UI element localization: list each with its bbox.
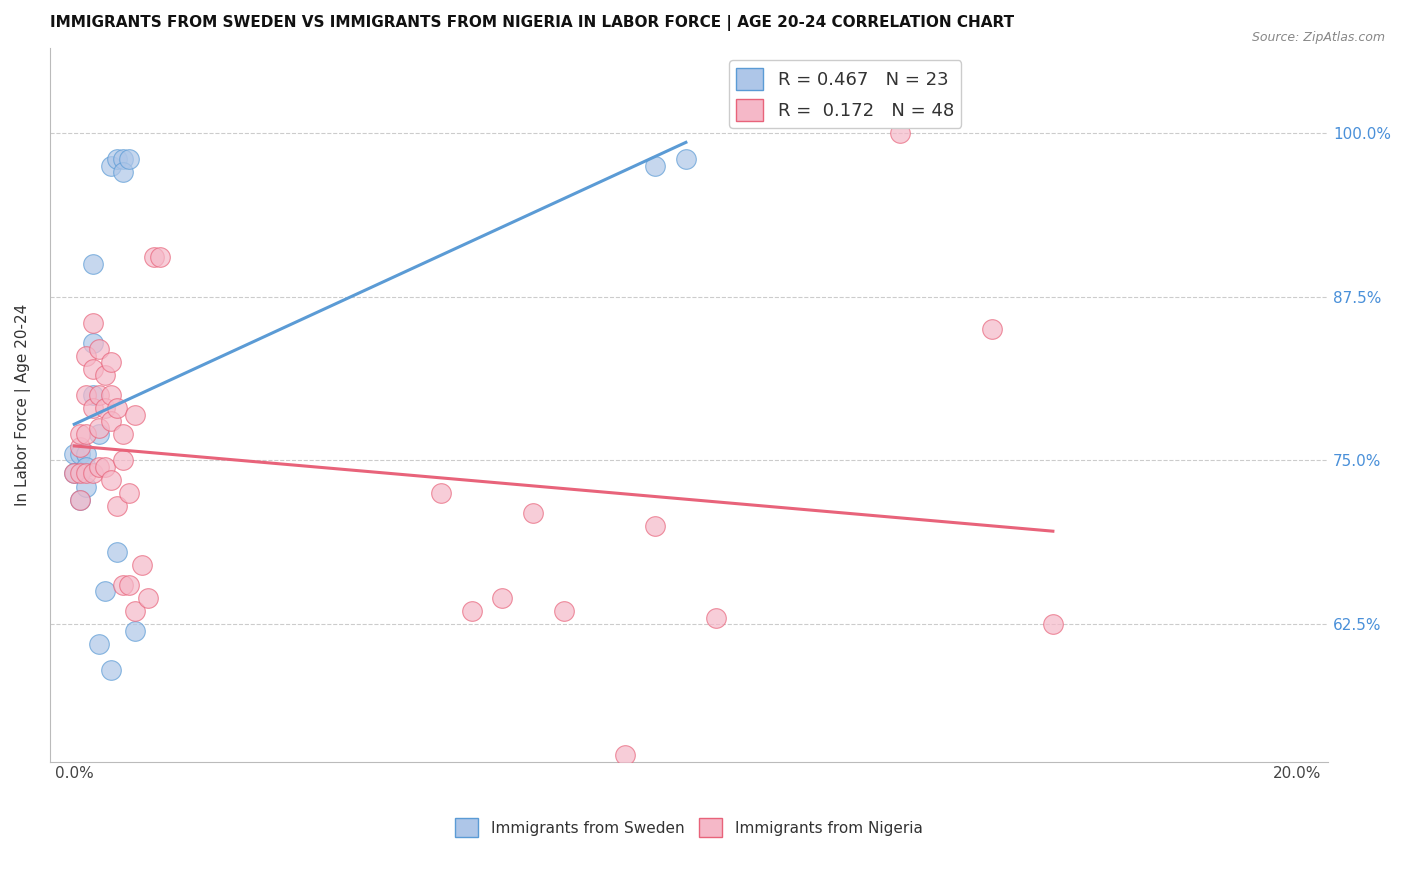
Point [430, 486, 453, 500]
Point [69, 492, 91, 507]
Point [87, 459, 110, 474]
Point [75, 349, 97, 363]
Point [82, 401, 104, 415]
Point [644, 519, 666, 533]
Point [100, 414, 122, 428]
Point [675, 152, 697, 166]
Point [100, 473, 122, 487]
Point [94, 584, 117, 599]
Point [69, 492, 91, 507]
Point [706, 610, 728, 624]
Point [149, 251, 172, 265]
Point [87, 388, 110, 402]
Point [69, 447, 91, 461]
Point [69, 467, 91, 481]
Point [491, 591, 513, 605]
Point [82, 361, 104, 376]
Point [63, 467, 86, 481]
Point [94, 459, 117, 474]
Point [94, 368, 117, 383]
Point [112, 453, 135, 467]
Point [87, 342, 110, 356]
Point [82, 335, 104, 350]
Point [87, 637, 110, 651]
Point [112, 578, 135, 592]
Point [131, 558, 153, 573]
Text: IMMIGRANTS FROM SWEDEN VS IMMIGRANTS FROM NIGERIA IN LABOR FORCE | AGE 20-24 COR: IMMIGRANTS FROM SWEDEN VS IMMIGRANTS FRO… [49, 15, 1014, 31]
Point [82, 316, 104, 330]
Point [124, 624, 146, 638]
Point [75, 447, 97, 461]
Point [644, 159, 666, 173]
Point [100, 663, 122, 677]
Text: Source: ZipAtlas.com: Source: ZipAtlas.com [1251, 31, 1385, 45]
Point [118, 486, 141, 500]
Point [63, 447, 86, 461]
Point [75, 427, 97, 442]
Point [613, 747, 636, 762]
Point [94, 401, 117, 415]
Y-axis label: In Labor Force | Age 20-24: In Labor Force | Age 20-24 [15, 303, 31, 506]
Point [522, 506, 544, 520]
Point [118, 578, 141, 592]
Point [1042, 617, 1064, 632]
Point [75, 388, 97, 402]
Point [889, 126, 911, 140]
Point [69, 427, 91, 442]
Point [461, 604, 484, 618]
Point [118, 152, 141, 166]
Point [75, 459, 97, 474]
Point [105, 401, 128, 415]
Point [100, 388, 122, 402]
Point [105, 500, 128, 514]
Point [980, 322, 1002, 336]
Point [100, 355, 122, 369]
Point [82, 388, 104, 402]
Point [82, 257, 104, 271]
Point [75, 467, 97, 481]
Point [112, 427, 135, 442]
Point [100, 159, 122, 173]
Legend: Immigrants from Sweden, Immigrants from Nigeria: Immigrants from Sweden, Immigrants from … [450, 812, 928, 843]
Point [63, 467, 86, 481]
Point [105, 152, 128, 166]
Point [82, 467, 104, 481]
Point [142, 251, 165, 265]
Point [87, 427, 110, 442]
Point [69, 440, 91, 454]
Point [124, 408, 146, 422]
Point [75, 479, 97, 493]
Point [105, 545, 128, 559]
Point [124, 604, 146, 618]
Point [553, 604, 575, 618]
Point [112, 152, 135, 166]
Point [87, 420, 110, 434]
Point [112, 165, 135, 179]
Point [136, 591, 159, 605]
